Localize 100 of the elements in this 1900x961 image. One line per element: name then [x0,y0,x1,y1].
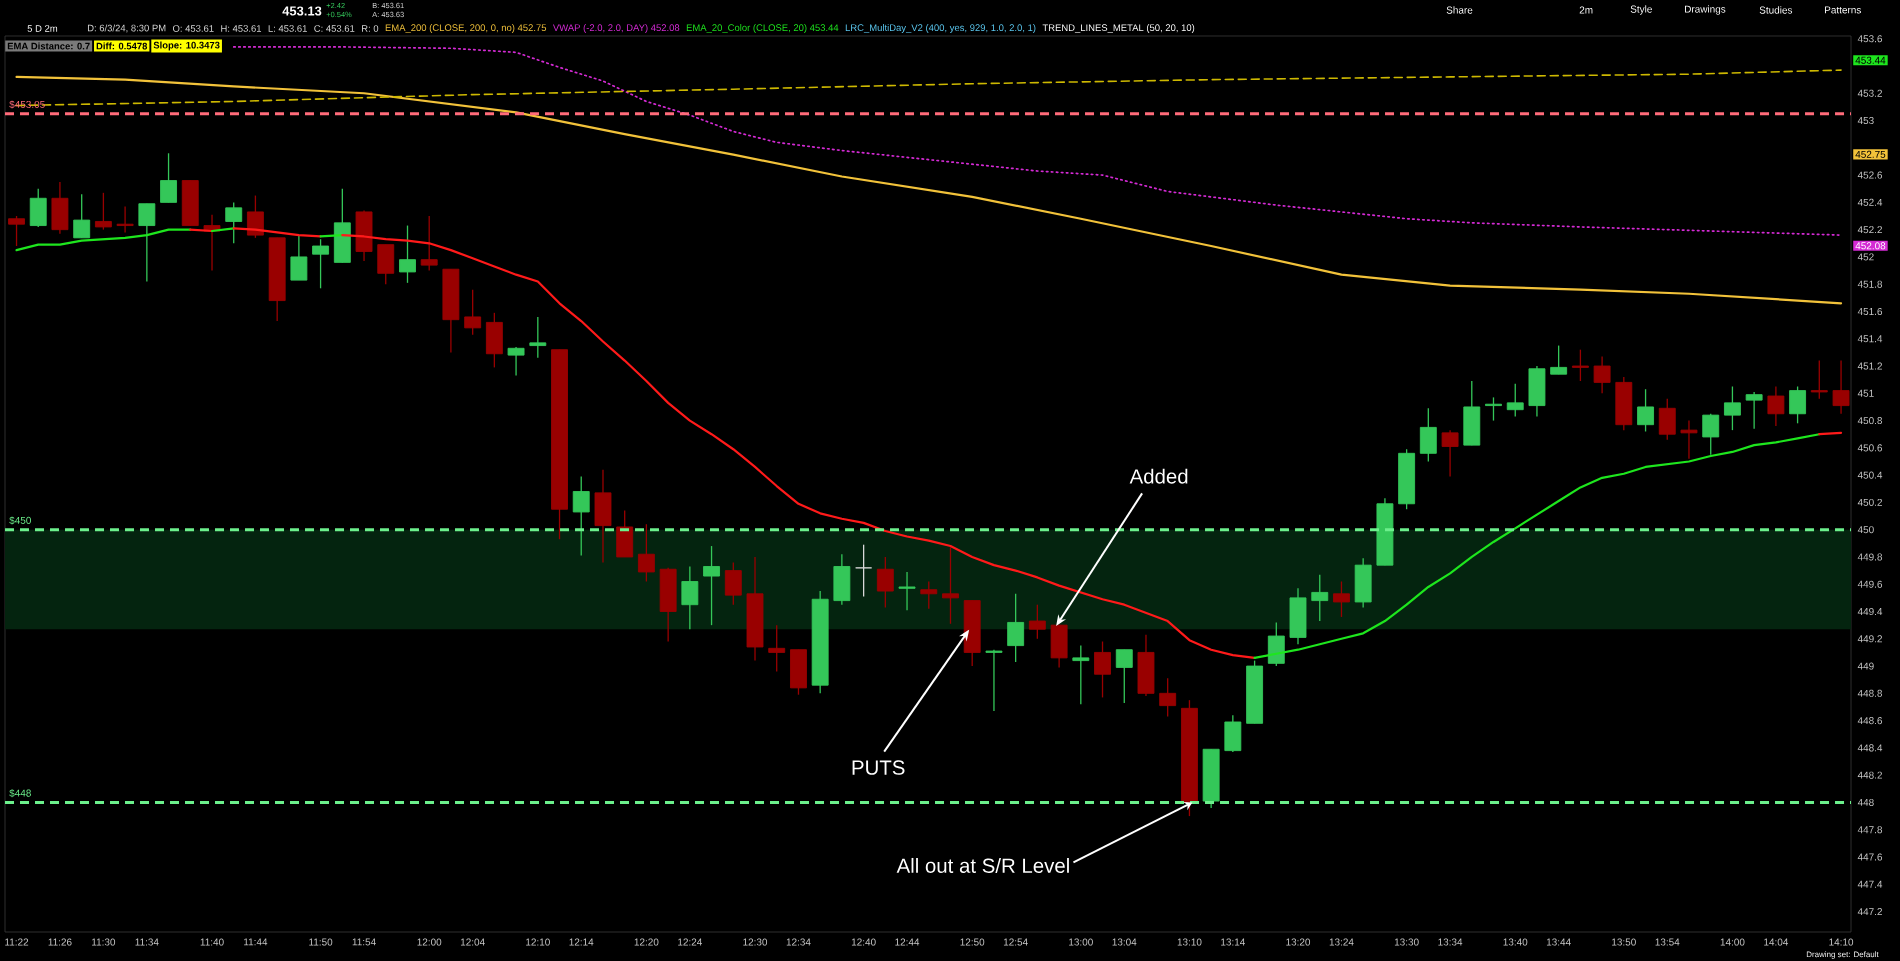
candlestick [464,289,482,336]
x-tick-label: 13:34 [1438,938,1463,946]
y-tick-label: 452 [1857,253,1874,261]
y-tick-label: 453.6 [1857,35,1883,43]
candlestick [876,556,894,609]
candlestick [572,475,590,557]
annotation: Diff: 0.5478 [96,42,148,50]
text: TREND_LINES_METAL (50, 20, 10) [1042,24,1195,33]
y-tick-label: 450 [1857,526,1874,534]
x-tick-label: 11:50 [309,938,333,946]
candlestick [312,238,330,289]
y-tick-label: 447.2 [1857,908,1882,916]
candlestick [225,201,243,244]
candlestick [1724,385,1741,431]
y-tick-label: 449.8 [1857,553,1883,561]
x-tick-label: 12:54 [1003,938,1028,946]
candlestick [920,580,938,610]
y-tick-label: 448 [1857,798,1874,806]
y-tick-label: 450.6 [1857,444,1883,452]
ref-line-label: $453.05 [9,100,45,109]
candlestick [1094,640,1111,699]
text: 2m [1579,6,1593,14]
x-tick-label: 14:04 [1764,938,1789,946]
y-tick-label: 451.2 [1857,362,1882,370]
text: Patterns [1825,6,1861,14]
chart-title: 5 D 2m [27,25,58,32]
text: Share [1446,6,1473,14]
x-tick-label: 13:44 [1546,938,1571,946]
text: VWAP (-2.0, 2.0, DAY) 452.08 [552,24,680,33]
candlestick [1028,604,1046,640]
y-tick-label: 450.4 [1857,471,1883,479]
x-tick-label: 13:14 [1221,938,1246,946]
candlestick [8,215,25,247]
x-tick-label: 13:40 [1503,938,1528,946]
candlestick [529,316,547,359]
text: C: 453.61 [314,25,355,32]
x-tick-label: 14:10 [1829,938,1854,946]
candlestick [1311,574,1329,622]
candlestick [1333,580,1350,618]
x-tick-label: 13:54 [1655,938,1680,946]
x-tick-label: 11:54 [352,938,376,946]
x-tick-label: 13:00 [1069,938,1093,946]
text: LRC_MultiDay_V2 (400, yes, 929, 1.0, 2.0, 1) [845,24,1036,33]
text: Style [1630,5,1652,15]
candlestick [681,565,699,630]
candlestick [1571,349,1589,382]
x-tick-label: 12:44 [895,938,920,946]
y-tick-label: 451.8 [1857,280,1883,288]
x-tick-label: 12:30 [743,938,768,946]
candlestick [420,215,438,272]
x-tick-label: 12:20 [634,938,659,946]
y-tick-label: 450.2 [1857,498,1882,506]
line-series [232,46,1842,236]
candlestick [1115,649,1133,704]
annotation: All out at S/R Level [896,857,1069,873]
x-tick-label: 13:30 [1394,938,1419,946]
candlestick [942,546,959,625]
candlestick [985,649,1003,712]
candlestick [1506,383,1524,418]
y-tick-label: 451.4 [1857,335,1883,343]
candlestick [1485,396,1502,422]
candlestick [1702,413,1720,456]
x-tick-label: 12:10 [526,938,550,946]
y-tick-label: 447.4 [1857,880,1883,888]
candlestick [246,194,264,239]
x-tick-label: 12:24 [678,938,703,946]
x-tick-label: 11:22 [5,938,29,946]
candlestick [160,152,177,204]
y-tick-label: 447.8 [1857,826,1883,834]
y-tick-label: 447.6 [1857,853,1883,861]
y-tick-label: 448.6 [1857,717,1883,725]
x-tick-label: 11:30 [92,938,116,946]
text: EMA_200 (CLOSE, 200, 0, no) 452.75 [385,24,547,33]
y-tick-label: 448.4 [1857,744,1883,752]
text: H: 453.61 [221,25,262,32]
x-tick-label: 12:34 [786,938,811,946]
y-tick-label: 448.8 [1857,689,1883,697]
y-tick-label: 452.6 [1857,171,1883,179]
candlestick [1550,344,1568,375]
candlestick [290,234,308,281]
y-tick-label: 453.2 [1857,89,1882,97]
text: 452.75 [1855,150,1886,158]
candlestick [399,224,416,284]
y-tick-label: 451 [1857,389,1874,397]
text: O: 453.61 [172,25,214,32]
x-tick-label: 12:04 [460,938,485,946]
x-tick-label: 11:40 [200,938,224,946]
y-tick-label: 453 [1857,117,1874,125]
text: 452.08 [1855,242,1886,250]
annotation: EMA Distance: 0.7 [7,42,90,50]
x-tick-label: 13:10 [1177,938,1202,946]
candlestick [703,545,720,626]
candlestick [1810,359,1828,400]
x-tick-label: 13:20 [1286,938,1311,946]
candlestick [116,205,134,234]
x-tick-label: 12:40 [851,938,876,946]
text: Drawings [1685,5,1726,15]
candlestick [768,624,786,673]
candlestick [1637,388,1654,433]
candlestick [855,544,873,598]
